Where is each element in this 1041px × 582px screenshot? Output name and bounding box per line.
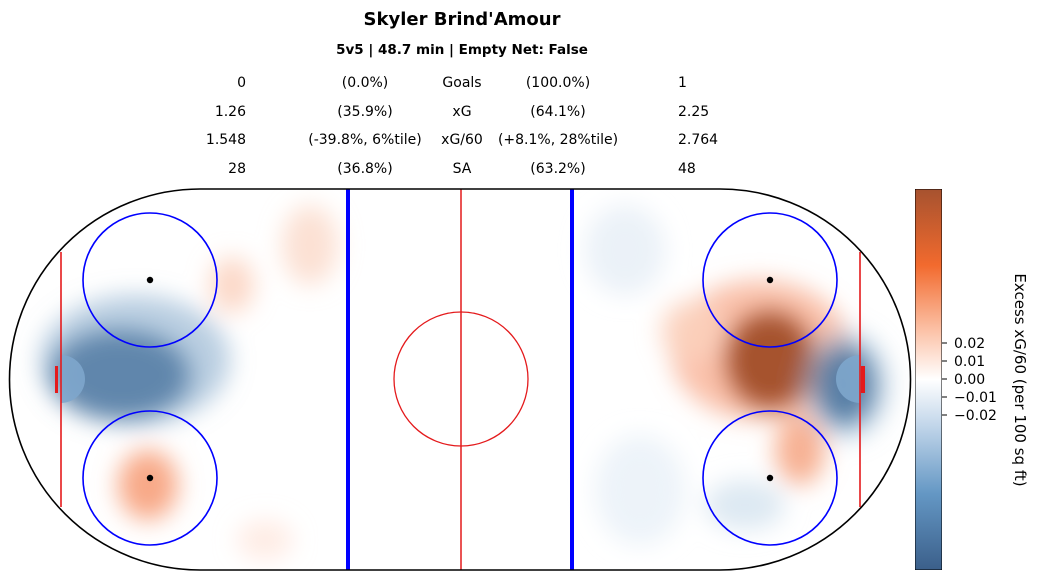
heat-left-slot-halo <box>40 295 230 425</box>
stat-right-pct: (63.2%) <box>530 161 586 177</box>
stat-label: xG/60 <box>441 132 483 148</box>
left-goal-crease <box>61 355 85 403</box>
stat-left-pct: (36.8%) <box>337 161 393 177</box>
faceoff-dot <box>146 474 154 482</box>
heat-right-left-edge-positive <box>660 300 720 360</box>
stat-right-value: 48 <box>678 161 696 177</box>
colorbar-tick-label: −0.01 <box>954 390 997 406</box>
rink-boards <box>8 188 912 571</box>
stat-label: xG <box>452 104 472 120</box>
left-lower-faceoff-circle <box>82 410 218 546</box>
colorbar <box>914 188 943 571</box>
heat-left-upper-positive <box>210 257 254 313</box>
colorbar-tick-label: 0.00 <box>954 372 986 388</box>
faceoff-dot <box>766 276 774 284</box>
colorbar-gradient <box>914 188 943 571</box>
colorbar-tick-label: 0.02 <box>954 336 986 352</box>
left-goal <box>55 366 58 393</box>
stat-left-value: 28 <box>228 161 246 177</box>
right-goal <box>861 366 865 393</box>
colorbar-tick-label: −0.02 <box>954 408 997 424</box>
stat-label: SA <box>452 161 472 177</box>
stat-right-value: 2.25 <box>678 104 710 120</box>
colorbar-tick-marks <box>942 342 947 416</box>
heat-right-lower-negative <box>705 480 785 530</box>
center-faceoff-circle <box>393 311 529 447</box>
stat-left-value: 1.26 <box>214 104 246 120</box>
stat-right-value: 2.764 <box>678 132 719 148</box>
stat-left-value: 0 <box>237 75 246 91</box>
heat-layer <box>40 205 890 560</box>
right-lower-faceoff-circle <box>702 410 838 546</box>
heat-left-top-boards-positive <box>282 205 338 285</box>
heat-right-slot-positive <box>725 310 815 410</box>
chart-title: Skyler Brind'Amour <box>363 9 561 30</box>
stat-right-pct: (+8.1%, 28%tile) <box>497 132 619 148</box>
stat-left-pct: (-39.8%, 6%tile) <box>308 132 422 148</box>
heat-right-lower-positive <box>775 415 825 485</box>
stat-left-pct: (35.9%) <box>337 104 393 120</box>
faceoff-dot <box>766 474 774 482</box>
right-goal-crease <box>836 355 860 403</box>
colorbar-tick-label: 0.01 <box>954 354 986 370</box>
stat-right-value: 1 <box>678 75 687 91</box>
heat-left-lower-circle-positive <box>118 450 178 520</box>
left-upper-faceoff-circle <box>82 212 218 348</box>
faceoff-dot <box>146 276 154 284</box>
stat-right-pct: (64.1%) <box>530 104 586 120</box>
heat-right-bottom-blue <box>595 435 685 545</box>
chart-subtitle: 5v5 | 48.7 min | Empty Net: False <box>336 42 588 58</box>
heat-left-bottom-positive <box>237 520 293 560</box>
stat-right-pct: (100.0%) <box>525 75 591 91</box>
heat-right-top-blue <box>585 205 665 295</box>
stat-label: Goals <box>442 75 482 91</box>
stat-left-value: 1.548 <box>205 132 246 148</box>
right-upper-faceoff-circle <box>702 212 838 348</box>
stat-left-pct: (0.0%) <box>341 75 389 91</box>
colorbar-label: Excess xG/60 (per 100 sq ft) <box>1011 273 1029 487</box>
